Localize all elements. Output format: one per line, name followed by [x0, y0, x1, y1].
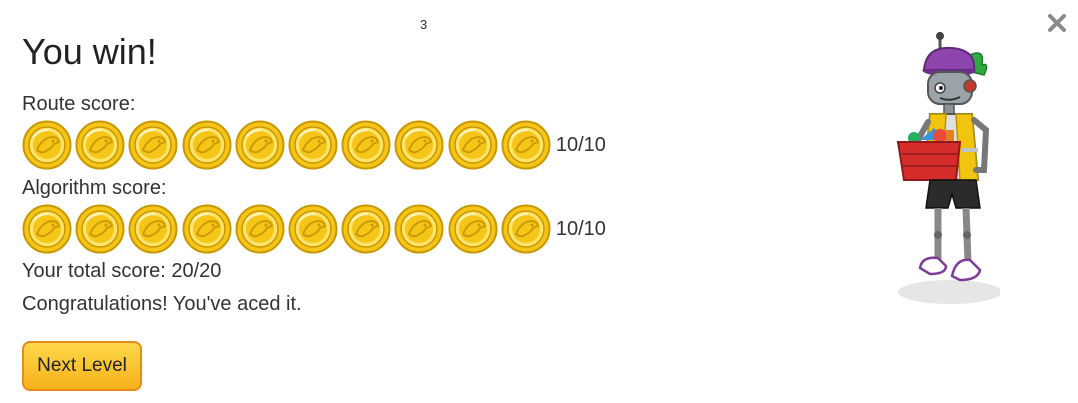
route-score-value: 10/10: [555, 133, 606, 156]
route-coin-row: 10/10: [22, 120, 606, 170]
algorithm-coin-icon: [75, 204, 125, 254]
route-coin-icon: [394, 120, 444, 170]
algorithm-coin-icon: [235, 204, 285, 254]
route-coin-icon: [75, 120, 125, 170]
algorithm-coin-icon: [128, 204, 178, 254]
algorithm-coin-icon: [288, 204, 338, 254]
page-title: You win!: [22, 31, 157, 72]
algorithm-coin-icon: [501, 204, 551, 254]
algorithm-coin-icon: [448, 204, 498, 254]
robot-mascot-image: [896, 32, 1000, 304]
route-coin-icon: [448, 120, 498, 170]
route-score-label: Route score:: [22, 93, 136, 115]
congratulations-message: Congratulations! You've aced it.: [22, 293, 302, 315]
route-coin-icon: [288, 120, 338, 170]
total-score: Your total score: 20/20: [22, 260, 222, 282]
algorithm-score-value: 10/10: [555, 217, 606, 240]
algorithm-score-label: Algorithm score:: [22, 177, 167, 199]
route-coin-icon: [22, 120, 72, 170]
next-level-button[interactable]: Next Level: [22, 341, 142, 391]
algorithm-coin-icon: [182, 204, 232, 254]
algorithm-coin-row: 10/10: [22, 204, 606, 254]
algorithm-coin-icon: [394, 204, 444, 254]
page-number: 3: [420, 17, 428, 32]
route-coin-icon: [128, 120, 178, 170]
route-coin-icon: [235, 120, 285, 170]
route-coin-icon: [182, 120, 232, 170]
algorithm-coin-icon: [22, 204, 72, 254]
close-icon[interactable]: [1046, 12, 1068, 34]
algorithm-coin-icon: [341, 204, 391, 254]
route-coin-icon: [501, 120, 551, 170]
route-coin-icon: [341, 120, 391, 170]
close-button[interactable]: [1046, 12, 1068, 34]
